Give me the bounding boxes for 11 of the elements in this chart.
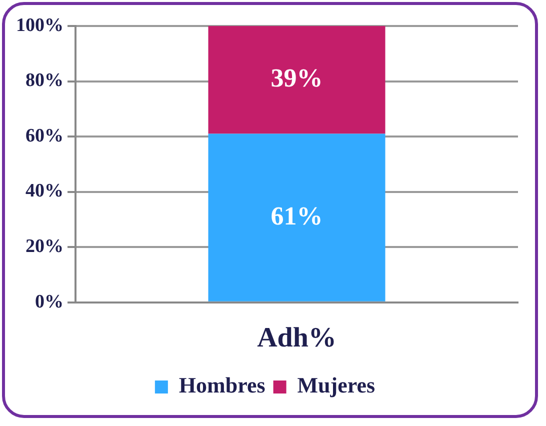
y-tick-label: 60% bbox=[26, 125, 64, 146]
data-label: 39% bbox=[270, 64, 323, 93]
y-tick-label: 80% bbox=[26, 70, 64, 92]
y-tick-label: 40% bbox=[26, 180, 64, 202]
y-tick-label: 100% bbox=[16, 14, 64, 36]
x-tick-label: Adh% bbox=[257, 322, 336, 354]
data-label: 61% bbox=[270, 201, 323, 230]
legend-label: Hombres bbox=[178, 372, 266, 398]
legend-label: Mujeres bbox=[297, 372, 376, 398]
y-tick-label: 20% bbox=[26, 236, 64, 258]
y-tick-label: 0% bbox=[35, 291, 64, 312]
